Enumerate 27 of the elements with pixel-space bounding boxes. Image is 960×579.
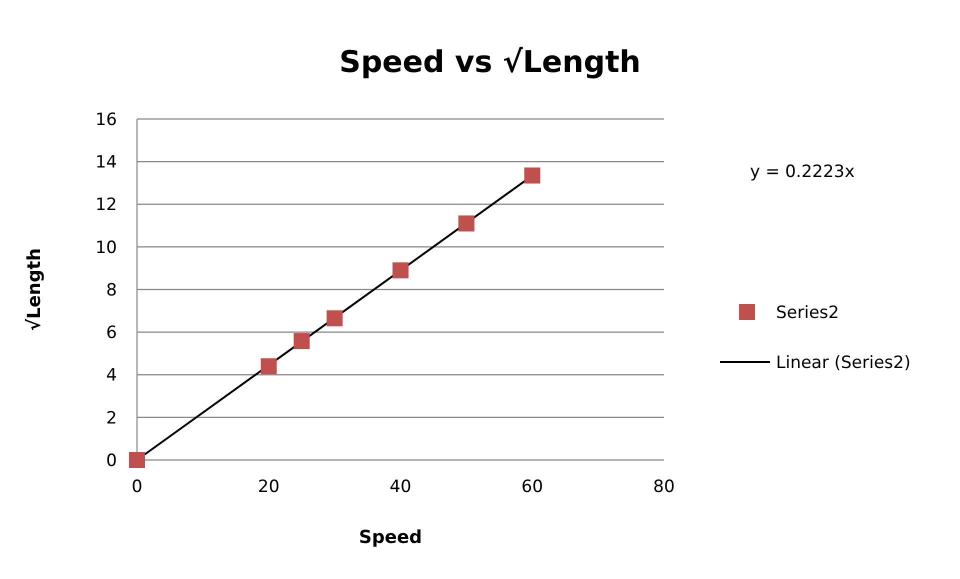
legend-label: Series2: [776, 302, 840, 323]
x-tick-label: 40: [390, 477, 412, 497]
legend-label: Linear (Series2): [776, 352, 911, 373]
point: [458, 215, 474, 232]
y-tick-label: 16: [95, 110, 117, 130]
x-tick-label: 20: [258, 477, 280, 497]
point: [326, 310, 343, 326]
point: [260, 358, 277, 374]
chart-title: Speed vs √Length: [339, 45, 641, 80]
text: y = 0.2223x: [750, 162, 855, 182]
y-tick-label: 0: [106, 450, 117, 471]
x-tick-label: 80: [653, 477, 675, 497]
y-axis-title: √Length: [24, 248, 45, 331]
x-tick-label: 60: [521, 477, 544, 497]
y-tick-label: 8: [106, 280, 117, 300]
y-tick-label: 12: [95, 195, 117, 216]
x-tick-label: 0: [132, 477, 142, 497]
point: [392, 262, 408, 278]
y-tick-label: 14: [95, 152, 117, 173]
y-tick-label: 6: [106, 323, 117, 344]
x-axis-title: Speed: [358, 527, 422, 548]
point: [129, 452, 145, 468]
y-tick-label: 2: [106, 408, 117, 428]
y-tick-label: 10: [95, 238, 117, 258]
point: [294, 333, 310, 350]
point: [524, 167, 540, 184]
y-tick-label: 4: [106, 366, 117, 386]
